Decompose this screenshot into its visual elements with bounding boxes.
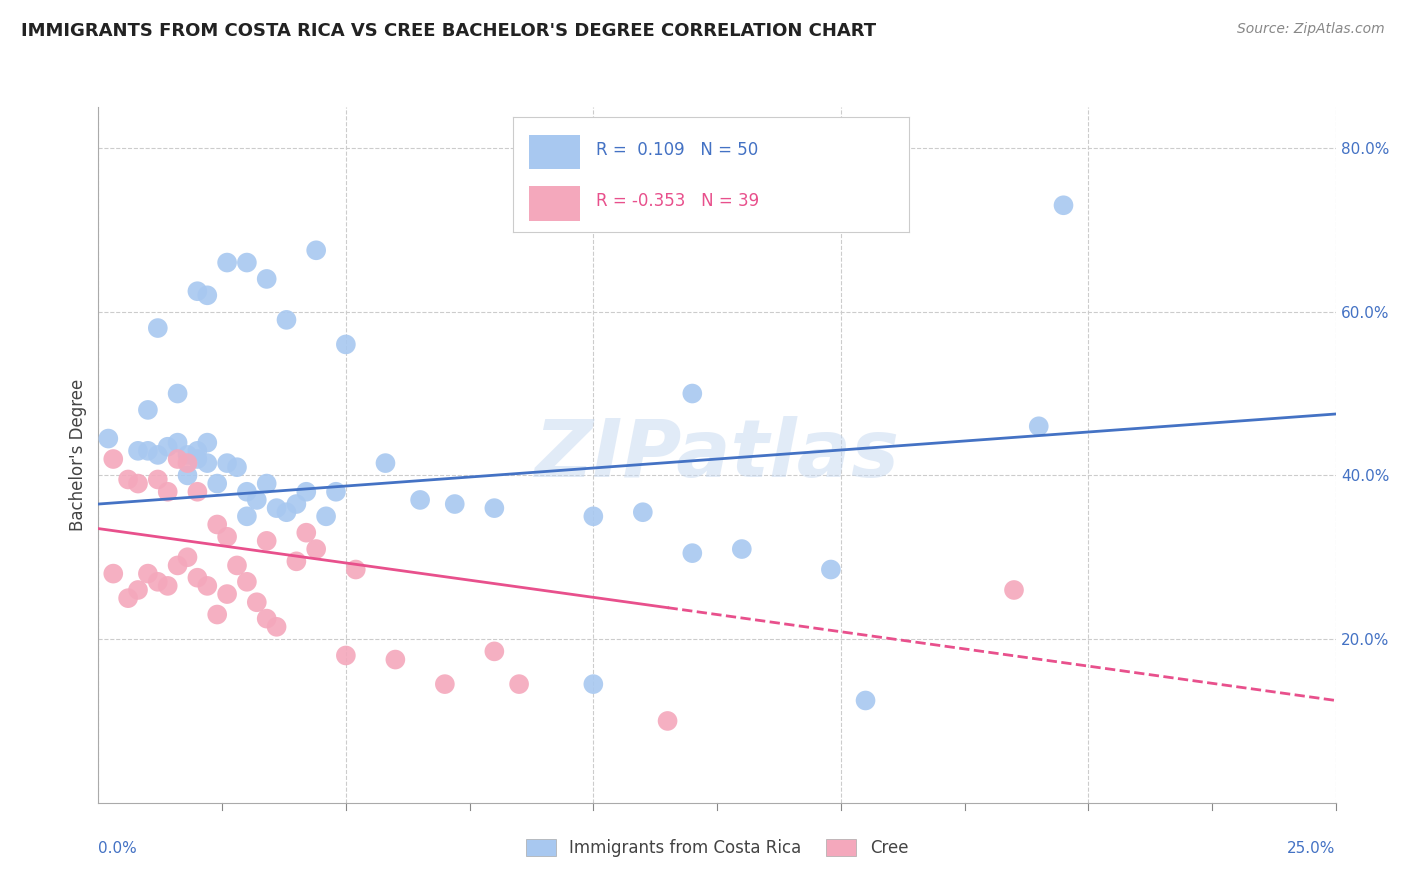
Point [276, 313, 298, 327]
Point [176, 550, 198, 565]
Point [731, 542, 754, 557]
Legend: Immigrants from Costa Rica, Cree: Immigrants from Costa Rica, Cree [519, 832, 915, 864]
Point [508, 677, 530, 691]
Point [156, 440, 179, 454]
Point [186, 443, 208, 458]
Point [582, 509, 605, 524]
Point [295, 525, 318, 540]
Point [236, 484, 259, 499]
Point [246, 595, 269, 609]
Point [256, 272, 278, 286]
Point [127, 582, 149, 597]
Point [186, 571, 208, 585]
Point [236, 509, 259, 524]
Point [217, 587, 239, 601]
Point [146, 448, 169, 462]
Point [305, 244, 328, 258]
Point [146, 321, 169, 335]
Point [315, 509, 337, 524]
Text: 0.0%: 0.0% [98, 841, 138, 856]
Point [195, 456, 218, 470]
Point [136, 566, 159, 581]
Point [295, 484, 318, 499]
Point [166, 435, 188, 450]
Point [374, 456, 396, 470]
Point [344, 562, 367, 576]
Point [205, 517, 228, 532]
Point [256, 533, 278, 548]
Point [582, 677, 605, 691]
Point [276, 505, 298, 519]
Point [166, 452, 188, 467]
Point [226, 460, 249, 475]
Point [236, 574, 259, 589]
Point [325, 484, 347, 499]
Point [217, 255, 239, 269]
Point [103, 566, 125, 581]
Point [305, 542, 328, 557]
Point [384, 652, 406, 666]
Point [236, 255, 259, 269]
Text: IMMIGRANTS FROM COSTA RICA VS CREE BACHELOR'S DEGREE CORRELATION CHART: IMMIGRANTS FROM COSTA RICA VS CREE BACHE… [21, 22, 876, 40]
Point [117, 591, 139, 606]
Point [443, 497, 465, 511]
Y-axis label: Bachelor's Degree: Bachelor's Degree [69, 379, 87, 531]
Point [195, 288, 218, 302]
Point [256, 476, 278, 491]
Point [146, 574, 169, 589]
Point [136, 403, 159, 417]
Point [205, 607, 228, 622]
Point [127, 476, 149, 491]
Point [1052, 198, 1074, 212]
Point [195, 579, 218, 593]
Point [657, 714, 679, 728]
Point [226, 558, 249, 573]
Point [176, 448, 198, 462]
Point [136, 443, 159, 458]
Text: ZIPatlas: ZIPatlas [534, 416, 900, 494]
Point [433, 677, 456, 691]
Point [681, 386, 703, 401]
Point [266, 501, 288, 516]
Point [335, 337, 357, 351]
Point [484, 501, 506, 516]
Point [681, 546, 703, 560]
Point [335, 648, 357, 663]
Point [156, 484, 179, 499]
Point [166, 386, 188, 401]
Point [156, 579, 179, 593]
Point [484, 644, 506, 658]
Point [631, 505, 654, 519]
Point [217, 456, 239, 470]
Point [176, 456, 198, 470]
Point [1028, 419, 1050, 434]
Point [186, 284, 208, 298]
Point [855, 693, 877, 707]
Point [195, 435, 218, 450]
Point [146, 473, 169, 487]
Point [205, 476, 228, 491]
Point [266, 620, 288, 634]
Point [246, 492, 269, 507]
Point [409, 492, 432, 507]
Point [256, 612, 278, 626]
Point [186, 452, 208, 467]
Point [176, 468, 198, 483]
Point [103, 452, 125, 467]
Point [127, 443, 149, 458]
Text: 25.0%: 25.0% [1288, 841, 1336, 856]
Point [285, 554, 308, 568]
Text: Source: ZipAtlas.com: Source: ZipAtlas.com [1237, 22, 1385, 37]
Point [166, 558, 188, 573]
Point [285, 497, 308, 511]
Point [820, 562, 842, 576]
Point [217, 530, 239, 544]
Point [97, 432, 120, 446]
Point [1002, 582, 1025, 597]
Point [117, 473, 139, 487]
Point [186, 484, 208, 499]
